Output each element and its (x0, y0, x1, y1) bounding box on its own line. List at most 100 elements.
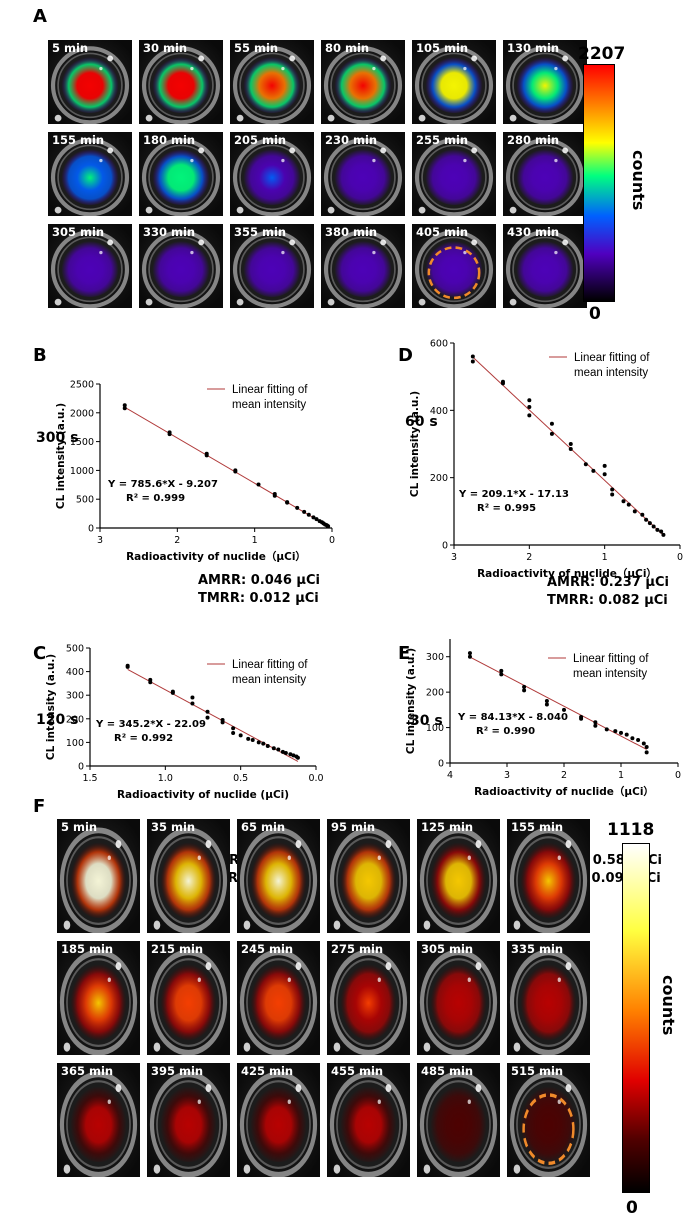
y-tick-label: 500 (66, 644, 84, 655)
data-point (231, 726, 236, 731)
image-tile: 5 min (48, 40, 132, 124)
image-tile: 305 min (48, 224, 132, 308)
data-point (624, 732, 629, 737)
image-tile: 515 min (507, 1063, 590, 1177)
time-label: 405 min (416, 225, 469, 239)
y-tick-label: 1000 (70, 466, 94, 477)
data-point (467, 654, 472, 659)
data-point (640, 512, 645, 517)
time-label: 425 min (241, 1064, 294, 1078)
data-point (233, 468, 238, 473)
data-point (190, 695, 195, 700)
x-axis-label: Radioactivity of nuclide（μCi） (126, 550, 306, 563)
y-tick-label: 300 (426, 652, 444, 663)
legend-label: Linear fitting of (574, 352, 650, 364)
image-tile: 425 min (237, 1063, 320, 1177)
data-point (568, 442, 573, 446)
data-point (233, 469, 238, 474)
exposure-label: 60 s (405, 414, 438, 430)
x-tick-label: 1 (252, 535, 258, 546)
r-squared: R² = 0.990 (476, 726, 535, 737)
data-point (170, 690, 175, 695)
data-point (527, 398, 532, 403)
data-point (499, 672, 504, 677)
time-label: 395 min (151, 1064, 204, 1078)
data-point (220, 720, 225, 725)
r-squared: R² = 0.999 (126, 493, 185, 504)
legend-label: Linear fitting of (573, 653, 649, 665)
data-point (641, 741, 646, 746)
data-point (470, 359, 475, 364)
amrr-label: AMRR: 0.237 μCi (547, 575, 669, 590)
data-point (283, 751, 288, 756)
data-point (527, 404, 532, 409)
data-point (295, 755, 300, 760)
data-point (591, 468, 596, 473)
legend-label: mean intensity (232, 399, 306, 411)
data-point (583, 462, 588, 467)
panel-letter-e: E (398, 643, 411, 664)
data-point (549, 421, 554, 426)
data-point (626, 502, 631, 507)
image-tile: 105 min (412, 40, 496, 124)
x-tick-label: 0 (329, 535, 335, 546)
time-label: 255 min (416, 133, 469, 147)
data-point (285, 500, 290, 505)
time-label: 430 min (507, 225, 560, 239)
data-point (276, 747, 281, 752)
data-point (285, 500, 290, 505)
image-tile: 125 min (417, 819, 500, 933)
fit-equation: Y = 345.2*X - 22.09 (95, 719, 206, 730)
x-tick-label: 3 (97, 535, 103, 546)
x-tick-label: 1 (618, 770, 624, 781)
image-tile: 230 min (321, 132, 405, 216)
data-point (527, 413, 532, 418)
x-tick-label: 2 (174, 535, 180, 546)
time-label: 105 min (416, 41, 469, 55)
time-label: 205 min (234, 133, 287, 147)
data-point (644, 745, 649, 750)
y-tick-label: 0 (88, 524, 94, 535)
x-tick-label: 0 (675, 770, 681, 781)
image-tile: 365 min (57, 1063, 140, 1177)
y-tick-label: 200 (430, 473, 448, 484)
panel-letter-a: A (33, 6, 47, 27)
data-point (604, 727, 609, 732)
x-axis-label: Radioactivity of nuclide (μCi) (117, 789, 289, 801)
data-point (522, 688, 527, 693)
time-label: 65 min (241, 820, 286, 834)
data-point (593, 723, 598, 728)
time-label: 305 min (52, 225, 105, 239)
data-point (294, 754, 299, 759)
data-point (148, 680, 153, 685)
data-point (579, 714, 584, 719)
data-point (632, 509, 637, 514)
legend-label: mean intensity (573, 668, 647, 680)
data-point (500, 379, 505, 384)
data-point (644, 750, 649, 755)
data-point (562, 707, 566, 712)
r-squared: R² = 0.992 (114, 733, 173, 744)
data-point (231, 730, 236, 735)
colorbar-f-unit: counts (659, 975, 678, 1036)
data-point (261, 741, 266, 746)
x-tick-label: 3 (451, 552, 457, 563)
fit-line (469, 656, 647, 750)
data-point (167, 432, 172, 437)
image-tile: 130 min (503, 40, 587, 124)
fit-line (124, 406, 329, 527)
time-label: 215 min (151, 942, 204, 956)
colorbar-f-max: 1118 (607, 820, 655, 840)
data-point (659, 529, 664, 534)
image-tile: 215 min (147, 941, 230, 1055)
image-tile: 380 min (321, 224, 405, 308)
data-point (655, 527, 660, 532)
time-label: 485 min (421, 1064, 474, 1078)
data-point (272, 492, 277, 497)
time-label: 35 min (151, 820, 196, 834)
data-point (204, 451, 209, 456)
data-point (324, 523, 329, 528)
image-tile: 305 min (417, 941, 500, 1055)
tmrr-label: TMRR: 0.012 μCi (198, 591, 319, 606)
data-point (467, 651, 472, 656)
